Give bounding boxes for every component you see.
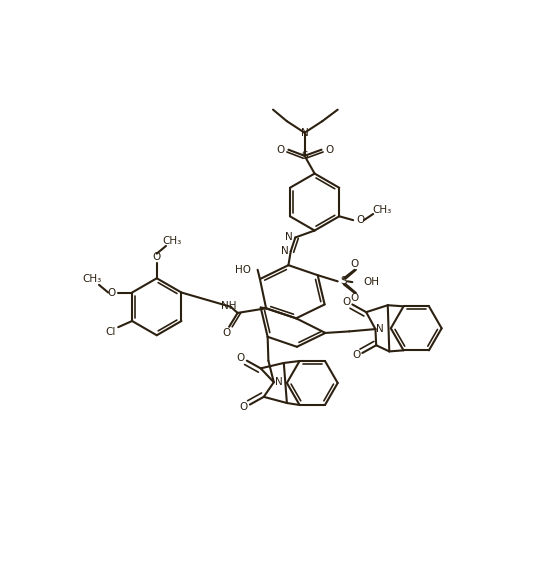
Text: O: O [222,328,230,338]
Text: O: O [325,144,333,155]
Text: N: N [286,231,293,242]
Text: O: O [351,293,359,303]
Text: Cl: Cl [106,327,116,337]
Text: S: S [301,151,308,161]
Text: N: N [275,377,282,387]
Text: O: O [356,215,364,225]
Text: O: O [236,353,245,363]
Text: O: O [107,288,115,298]
Text: O: O [153,252,161,262]
Text: O: O [342,297,350,307]
Text: NH: NH [220,301,236,311]
Text: O: O [277,144,285,155]
Text: O: O [351,259,359,269]
Text: CH₃: CH₃ [372,205,391,215]
Text: N: N [301,128,309,137]
Text: HO: HO [235,265,252,275]
Text: CH₃: CH₃ [83,274,102,284]
Text: N: N [376,324,384,334]
Text: O: O [352,350,360,360]
Text: O: O [240,402,248,412]
Text: CH₃: CH₃ [162,236,182,246]
Text: S: S [341,276,347,287]
Text: OH: OH [363,277,379,287]
Text: N: N [281,246,288,256]
